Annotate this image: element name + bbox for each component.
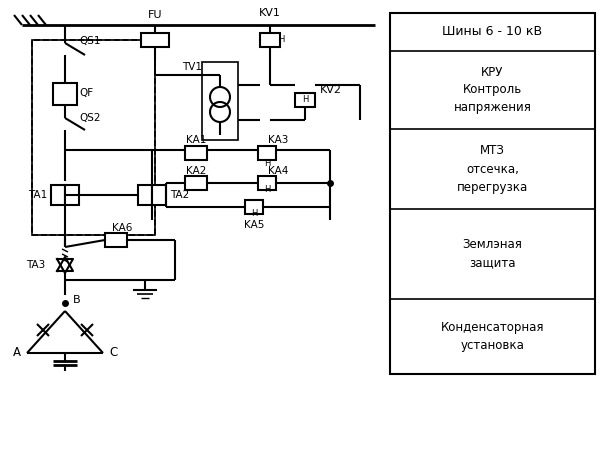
Bar xyxy=(258,146,276,160)
Bar xyxy=(202,62,238,140)
Text: TA1: TA1 xyxy=(28,190,47,200)
Text: C: C xyxy=(109,346,117,359)
Bar xyxy=(32,40,155,235)
Bar xyxy=(152,185,166,205)
Text: TA2: TA2 xyxy=(170,190,189,200)
Bar xyxy=(295,93,315,107)
Bar xyxy=(32,40,155,235)
Text: B: B xyxy=(73,295,80,305)
Text: Землэная
защита: Землэная защита xyxy=(463,239,523,270)
Text: H: H xyxy=(302,95,308,105)
Text: KV1: KV1 xyxy=(259,8,281,18)
Text: H: H xyxy=(264,159,270,168)
Bar xyxy=(138,185,152,205)
Text: KA6: KA6 xyxy=(112,223,132,233)
Text: МТЗ
отсечка,
перегрузка: МТЗ отсечка, перегрузка xyxy=(457,145,528,193)
Text: KA4: KA4 xyxy=(268,166,288,176)
Text: A: A xyxy=(13,346,21,359)
Text: KA1: KA1 xyxy=(186,135,206,145)
Text: KV2: KV2 xyxy=(320,85,342,95)
Bar xyxy=(185,146,207,160)
Text: H: H xyxy=(251,210,257,219)
Text: TV1: TV1 xyxy=(182,62,202,72)
Text: КРУ
Контроль
напряжения: КРУ Контроль напряжения xyxy=(454,66,531,114)
Bar xyxy=(258,176,276,190)
Bar xyxy=(141,33,169,47)
Bar xyxy=(245,200,263,214)
Bar xyxy=(53,83,77,105)
Bar xyxy=(65,185,79,205)
Text: KA3: KA3 xyxy=(268,135,288,145)
Text: QS1: QS1 xyxy=(79,36,100,46)
Text: QS2: QS2 xyxy=(79,113,100,123)
Text: H: H xyxy=(264,186,270,194)
Bar xyxy=(105,233,127,247)
Text: Шины 6 - 10 кВ: Шины 6 - 10 кВ xyxy=(442,26,543,39)
Text: TA3: TA3 xyxy=(26,260,45,270)
Bar xyxy=(390,13,595,374)
Text: FU: FU xyxy=(148,10,162,20)
Text: H: H xyxy=(278,35,284,45)
Bar xyxy=(260,33,280,47)
Text: KA2: KA2 xyxy=(186,166,206,176)
Text: KA5: KA5 xyxy=(244,220,264,230)
Bar xyxy=(185,176,207,190)
Bar xyxy=(51,185,65,205)
Text: QF: QF xyxy=(79,88,93,98)
Text: Конденсаторная
установка: Конденсаторная установка xyxy=(441,321,544,352)
